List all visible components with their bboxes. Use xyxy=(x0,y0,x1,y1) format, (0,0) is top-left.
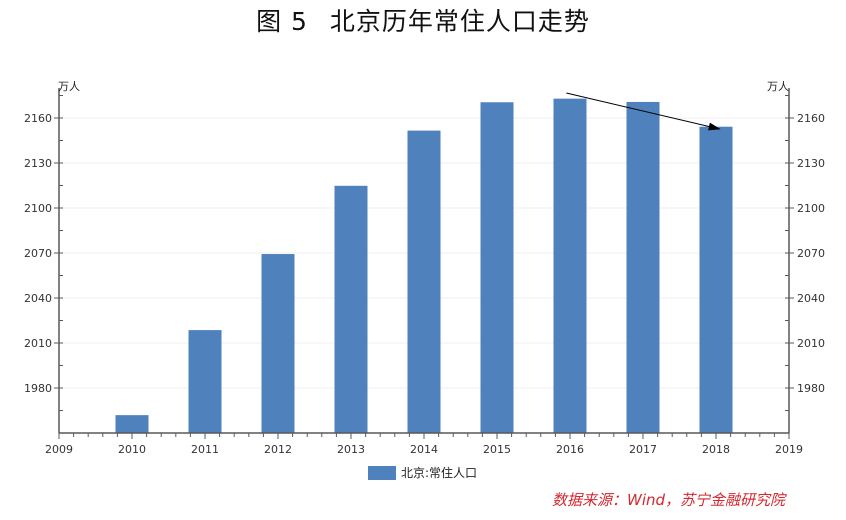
bar-2014 xyxy=(407,130,441,433)
x-tick-label: 2019 xyxy=(775,443,803,456)
bar-2017 xyxy=(626,101,660,433)
x-tick-label: 2014 xyxy=(410,443,438,456)
bar-2012 xyxy=(261,254,295,433)
legend: 北京:常住人口 xyxy=(368,464,477,481)
x-tick-label: 2012 xyxy=(264,443,292,456)
left-tick-label: 2100 xyxy=(24,202,52,215)
x-tick-label: 2015 xyxy=(483,443,511,456)
bar-2016 xyxy=(553,98,587,434)
x-tick-label: 2011 xyxy=(191,443,219,456)
bar-2018 xyxy=(699,126,733,433)
left-tick-label: 2010 xyxy=(24,337,52,350)
left-tick-label: 2070 xyxy=(24,247,52,260)
x-tick-label: 2016 xyxy=(556,443,584,456)
left-tick-label: 1980 xyxy=(24,382,52,395)
x-tick-label: 2010 xyxy=(118,443,146,456)
bar-2011 xyxy=(188,330,222,433)
right-tick-label: 1980 xyxy=(797,382,825,395)
title-text: 北京历年常住人口走势 xyxy=(329,7,590,36)
legend-swatch xyxy=(368,465,396,480)
right-tick-label: 2010 xyxy=(797,337,825,350)
x-tick-label: 2009 xyxy=(45,443,73,456)
right-tick-label: 2130 xyxy=(797,157,825,170)
left-tick-label: 2040 xyxy=(24,292,52,305)
right-tick-label: 2040 xyxy=(797,292,825,305)
left-tick-label: 2160 xyxy=(24,112,52,125)
right-axis-unit: 万人 xyxy=(767,80,789,93)
x-tick-label: 2013 xyxy=(337,443,365,456)
bar-2015 xyxy=(480,102,514,433)
x-tick-label: 2018 xyxy=(702,443,730,456)
bars xyxy=(115,98,733,434)
left-tick-label: 2130 xyxy=(24,157,52,170)
bar-2010 xyxy=(115,415,149,433)
chart-title: 图 5 北京历年常住人口走势 xyxy=(0,2,846,38)
x-tick-label: 2017 xyxy=(629,443,657,456)
right-tick-label: 2160 xyxy=(797,112,825,125)
legend-label: 北京:常住人口 xyxy=(401,466,478,480)
right-tick-label: 2070 xyxy=(797,247,825,260)
left-axis-unit: 万人 xyxy=(58,80,80,93)
right-tick-label: 2100 xyxy=(797,202,825,215)
source-note: 数据来源：Wind，苏宁金融研究院 xyxy=(552,491,786,509)
figure-number: 图 5 xyxy=(256,7,308,36)
axes: 1980 1980 2010 2010 2040 2040 2070 2070 2100 2100… xyxy=(24,88,825,456)
bar-2013 xyxy=(334,185,368,433)
trend-arrow xyxy=(566,92,721,131)
